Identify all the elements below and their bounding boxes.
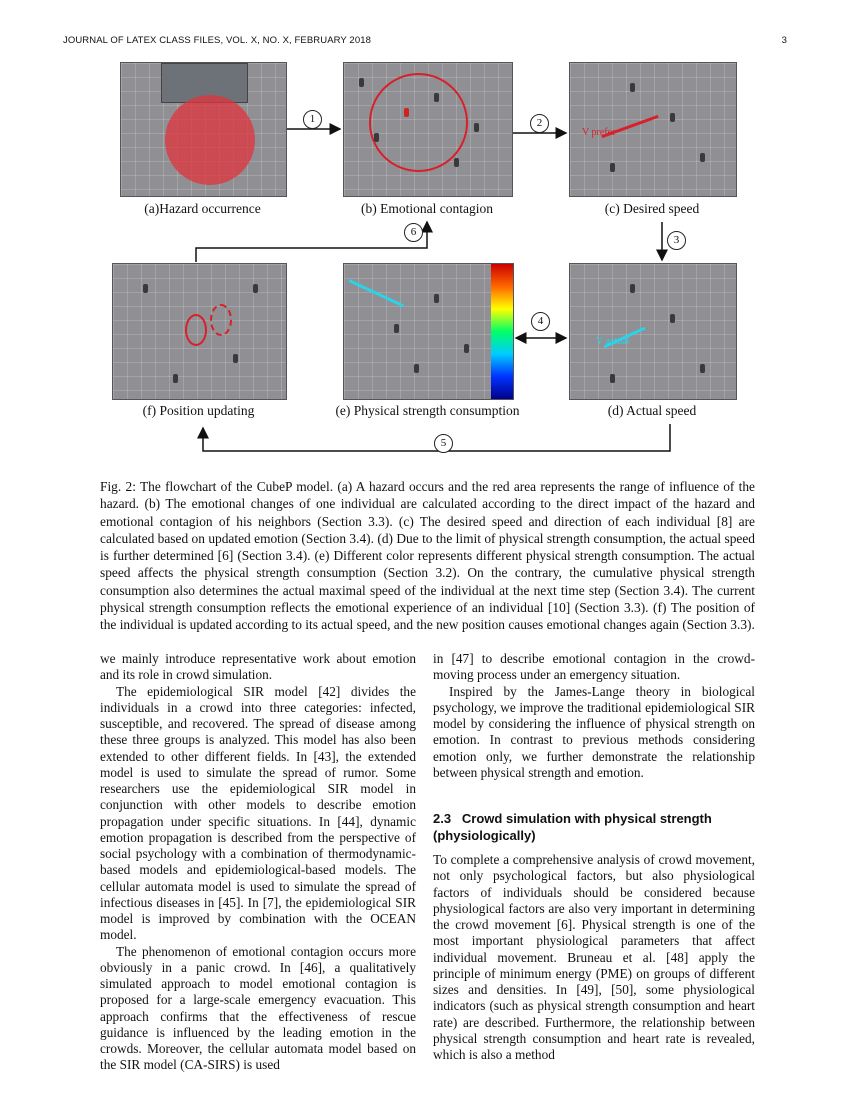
label-panel-c: (c) Desired speed — [604, 201, 700, 216]
panel-hazard-occurrence — [120, 62, 287, 197]
step-4: 4 — [531, 312, 550, 331]
label-panel-a: (a)Hazard occurrence — [144, 201, 261, 216]
paragraph: To complete a comprehensive analysis of … — [433, 852, 755, 1062]
paragraph: The epidemiological SIR model [42] divid… — [100, 683, 416, 943]
page-number: 3 — [781, 35, 787, 46]
panel-position-updating — [112, 263, 287, 400]
label-panel-f: (f) Position updating — [142, 403, 255, 418]
label-panel-b: (b) Emotional contagion — [361, 201, 493, 216]
left-column: we mainly introduce representative work … — [100, 651, 416, 1074]
label-panel-d: (d) Actual speed — [607, 403, 697, 418]
panel-actual-speed: V actual — [569, 263, 737, 400]
right-column: in [47] to describe emotional contagion … — [433, 651, 755, 1063]
figure-caption: Fig. 2: The flowchart of the CubeP model… — [100, 479, 755, 633]
running-header: JOURNAL OF LATEX CLASS FILES, VOL. X, NO… — [63, 35, 371, 46]
step-2: 2 — [530, 114, 549, 133]
step-6: 6 — [404, 223, 423, 242]
section-heading: 2.3 Crowd simulation with physical stren… — [433, 811, 716, 843]
paragraph: we mainly introduce representative work … — [100, 651, 416, 683]
step-3: 3 — [667, 231, 686, 250]
panel-physical-strength-consumption — [343, 263, 514, 400]
hazard-area — [165, 95, 255, 185]
arrow-5 — [197, 424, 671, 452]
prefer-velocity-label: V prefer — [582, 127, 616, 138]
colorbar — [491, 264, 513, 399]
arrow-6 — [195, 220, 433, 262]
flow-arrows — [195, 123, 671, 452]
panel-emotional-contagion — [343, 62, 513, 197]
label-panel-e: (e) Physical strength consumption — [335, 403, 520, 418]
step-5: 5 — [434, 434, 453, 453]
actual-velocity-label: V actual — [596, 336, 630, 347]
step-1: 1 — [303, 110, 322, 129]
paragraph: The phenomenon of emotional contagion oc… — [100, 943, 416, 1073]
paragraph: Inspired by the James-Lange theory in bi… — [433, 683, 755, 780]
panel-desired-speed: V prefer — [569, 62, 737, 197]
paragraph: in [47] to describe emotional contagion … — [433, 651, 755, 683]
